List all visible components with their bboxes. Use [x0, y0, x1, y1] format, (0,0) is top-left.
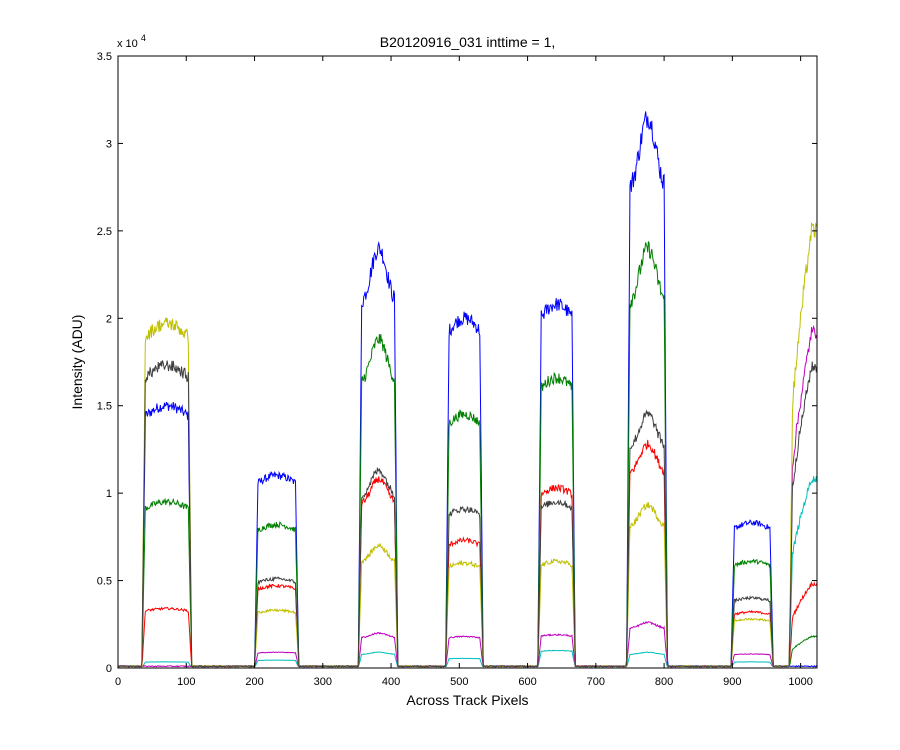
y-tick-label: 3 — [106, 138, 112, 150]
y-tick-label: 3.5 — [97, 51, 112, 63]
x-tick-label: 200 — [245, 676, 263, 688]
series-line-4 — [117, 476, 818, 668]
y-tick-label: 0.5 — [97, 576, 112, 588]
y-axis-label: Intensity (ADU) — [69, 315, 85, 410]
series-line-1 — [117, 111, 818, 668]
x-tick-label: 900 — [723, 676, 741, 688]
series-line-5 — [117, 324, 818, 668]
y-axis-exponent: x 10 4 — [117, 33, 146, 50]
x-tick-label: 700 — [587, 676, 605, 688]
y-axis-exponent-power: 4 — [141, 33, 146, 43]
plot-area-frame — [117, 55, 818, 669]
series-lines — [117, 111, 818, 668]
x-tick-label: 800 — [655, 676, 673, 688]
y-tick-label: 2.5 — [97, 226, 112, 238]
x-tick-label: 400 — [382, 676, 400, 688]
series-line-7 — [117, 360, 818, 668]
series-line-2 — [117, 241, 818, 668]
x-tick-label: 300 — [314, 676, 332, 688]
x-tick-label: 1000 — [788, 676, 812, 688]
y-tick-label: 2 — [106, 313, 112, 325]
x-axis-label: Across Track Pixels — [406, 692, 528, 708]
y-axis-exponent-base: x 10 — [117, 38, 138, 50]
axis-ticks: 0 100 200 300 400 500 600 700 800 900 1000 0 0.5 1 1.5… — [97, 51, 817, 688]
chart-title: B20120916_031 inttime = 1, — [380, 34, 556, 50]
x-tick-label: 500 — [450, 676, 468, 688]
y-tick-label: 1.5 — [97, 401, 112, 413]
x-tick-label: 0 — [115, 676, 121, 688]
x-tick-label: 600 — [518, 676, 536, 688]
y-tick-label: 0 — [106, 663, 112, 675]
y-tick-label: 1 — [106, 488, 112, 500]
x-tick-label: 100 — [177, 676, 195, 688]
series-line-6 — [117, 222, 818, 668]
series-line-3 — [117, 439, 818, 668]
